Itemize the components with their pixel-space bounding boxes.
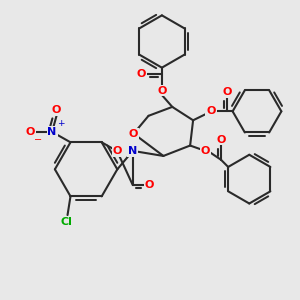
Text: O: O [223, 87, 232, 97]
Text: N: N [128, 146, 137, 156]
Text: O: O [201, 146, 210, 156]
Text: O: O [136, 69, 146, 79]
Text: +: + [57, 119, 64, 128]
Text: O: O [216, 135, 226, 145]
Text: Cl: Cl [60, 217, 72, 226]
Text: O: O [52, 106, 61, 116]
Text: O: O [206, 106, 216, 116]
Text: O: O [26, 127, 35, 137]
Text: N: N [47, 127, 57, 137]
Text: O: O [144, 180, 154, 190]
Text: O: O [112, 146, 122, 156]
Text: −: − [34, 135, 42, 145]
Text: O: O [129, 129, 138, 139]
Text: O: O [157, 85, 167, 96]
